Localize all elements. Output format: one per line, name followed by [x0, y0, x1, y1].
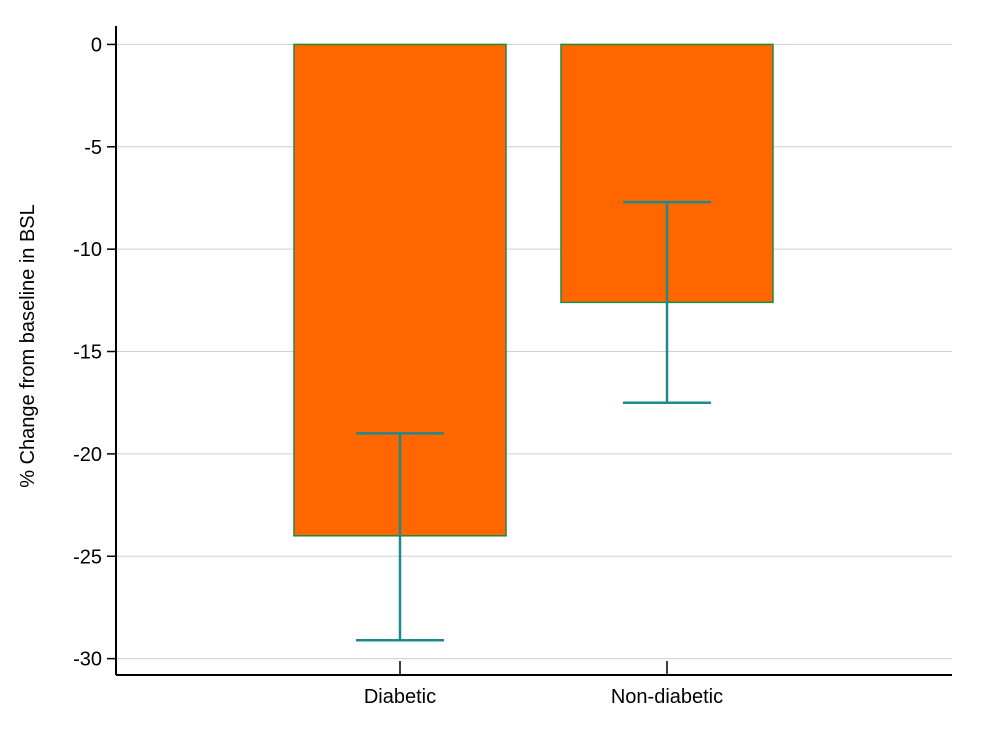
y-tick-label: -25: [73, 546, 102, 568]
axes: [115, 26, 952, 676]
y-ticks: 0 -5 -10 -15 -20 -25 -30: [73, 34, 116, 671]
x-ticks: Diabetic Non-diabetic: [364, 661, 723, 708]
y-tick-label: -10: [73, 239, 102, 261]
x-tick-label: Diabetic: [364, 686, 436, 708]
y-tick-label: 0: [91, 34, 102, 56]
y-tick-label: -5: [84, 137, 102, 159]
gridlines: [116, 43, 952, 660]
x-tick-label: Non-diabetic: [611, 686, 723, 708]
error-bars: [356, 200, 711, 642]
y-tick-label: -20: [73, 444, 102, 466]
y-tick-label: -15: [73, 342, 102, 364]
y-tick-label: -30: [73, 649, 102, 671]
y-axis-title: % Change from baseline in BSL: [17, 204, 39, 488]
bars: [293, 43, 774, 537]
